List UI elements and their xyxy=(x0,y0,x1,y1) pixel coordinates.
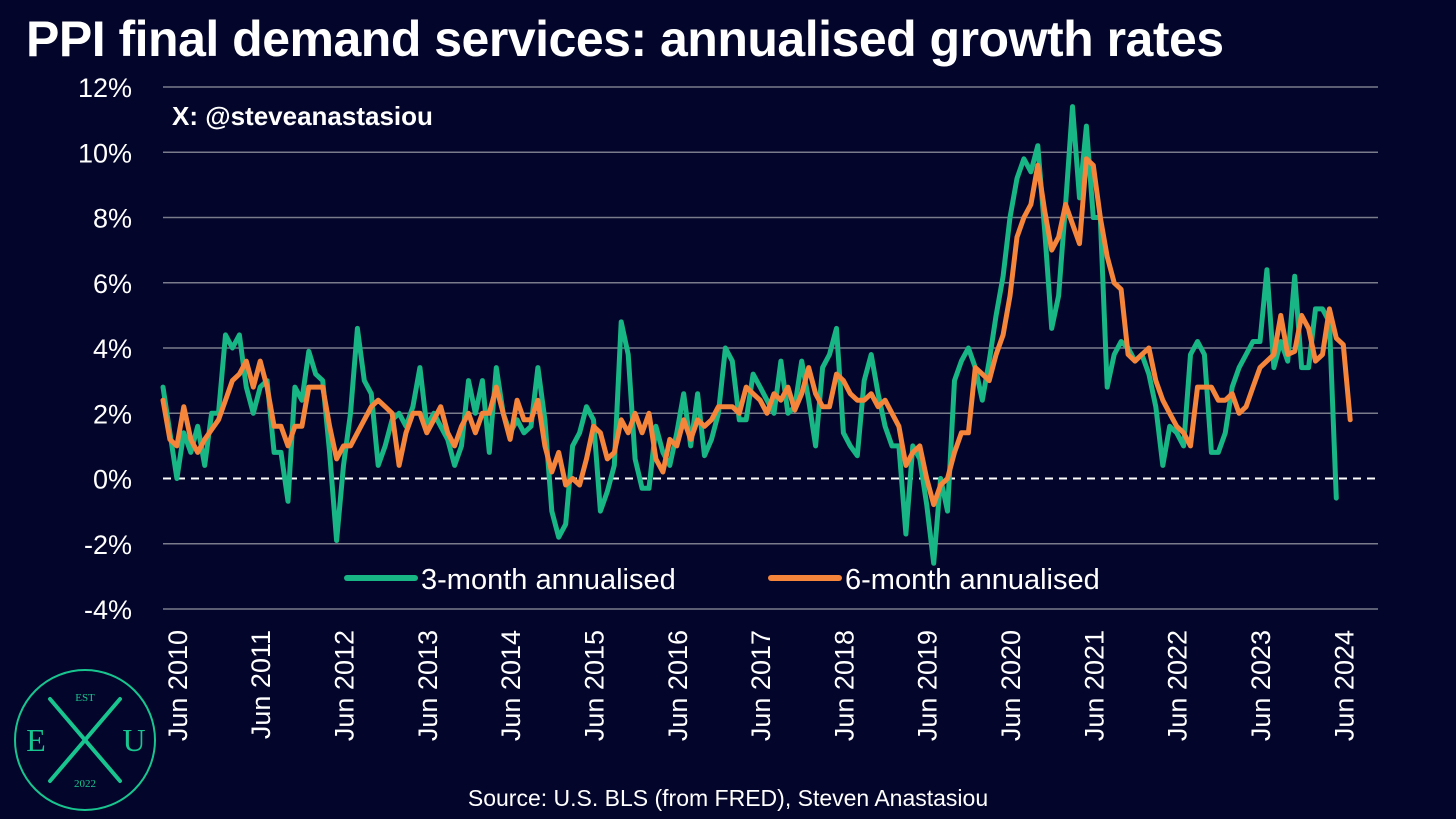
y-tick-label: 2% xyxy=(93,399,132,429)
y-tick-label: 10% xyxy=(78,138,132,168)
author-handle: X: @steveanastasiou xyxy=(172,101,433,131)
series-lines xyxy=(160,104,1353,566)
x-tick-label: Jun 2017 xyxy=(746,630,776,741)
logo-cross-b xyxy=(48,697,122,783)
y-tick-label: 6% xyxy=(93,269,132,299)
x-tick-label: Jun 2018 xyxy=(829,630,859,741)
x-tick-label: Jun 2014 xyxy=(496,630,526,741)
logo-letter-e: E xyxy=(26,722,46,758)
x-tick-label: Jun 2012 xyxy=(330,630,360,741)
x-tick-label: Jun 2011 xyxy=(246,630,276,739)
x-tick-label: Jun 2016 xyxy=(663,630,693,741)
chart-title: PPI final demand services: annualised gr… xyxy=(26,11,1224,67)
logo-est-text: EST xyxy=(75,692,95,704)
legend-label: 6-month annualised xyxy=(845,564,1100,596)
legend: 3-month annualised 6-month annualised xyxy=(344,564,1100,596)
x-tick-label: Jun 2021 xyxy=(1079,630,1109,741)
x-tick-label: Jun 2019 xyxy=(913,630,943,741)
x-tick-label: Jun 2015 xyxy=(579,630,609,741)
logo-year-text: 2022 xyxy=(74,778,96,790)
y-tick-label: 12% xyxy=(78,73,132,103)
x-tick-label: Jun 2010 xyxy=(163,630,193,741)
x-tick-label: Jun 2023 xyxy=(1246,630,1276,741)
y-axis-tick-labels: -4% -2% 0% 2% 4% 6% 8% 10% 12% xyxy=(78,73,132,625)
series-line-series_6m xyxy=(160,156,1353,508)
logo-ring xyxy=(14,669,156,811)
x-tick-label: Jun 2020 xyxy=(996,630,1026,741)
x-tick-label: Jun 2024 xyxy=(1329,630,1359,741)
x-axis-tick-labels: Jun 2010 Jun 2011 Jun 2012 Jun 2013 Jun 2014… xyxy=(163,630,1359,741)
x-tick-label: Jun 2013 xyxy=(413,630,443,741)
x-tick-label: Jun 2022 xyxy=(1163,630,1193,741)
y-tick-label: -4% xyxy=(84,595,132,625)
y-tick-label: 4% xyxy=(93,334,132,364)
logo-letter-u: U xyxy=(122,722,145,758)
y-tick-label: -2% xyxy=(84,530,132,560)
series-line-series_3m xyxy=(160,104,1339,566)
source-note: Source: U.S. BLS (from FRED), Steven Ana… xyxy=(467,785,989,811)
y-tick-label: 8% xyxy=(93,204,132,234)
y-tick-label: 0% xyxy=(93,465,132,495)
exu-logo: EST E U 2022 xyxy=(14,669,156,811)
legend-label: 3-month annualised xyxy=(421,564,676,596)
